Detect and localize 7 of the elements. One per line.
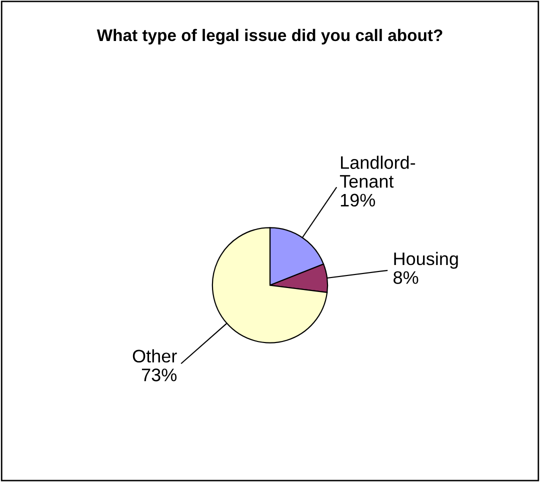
data-label: 73% (142, 368, 177, 382)
data-label: 8% (394, 271, 418, 284)
data-label: 19% (340, 194, 376, 207)
slice-label: Landlord-Tenant (340, 156, 416, 188)
slice-label: Other (132, 349, 177, 363)
chart-title: What type of legal issue did you call about? (96, 28, 442, 45)
slice-label: Housing (394, 252, 458, 269)
